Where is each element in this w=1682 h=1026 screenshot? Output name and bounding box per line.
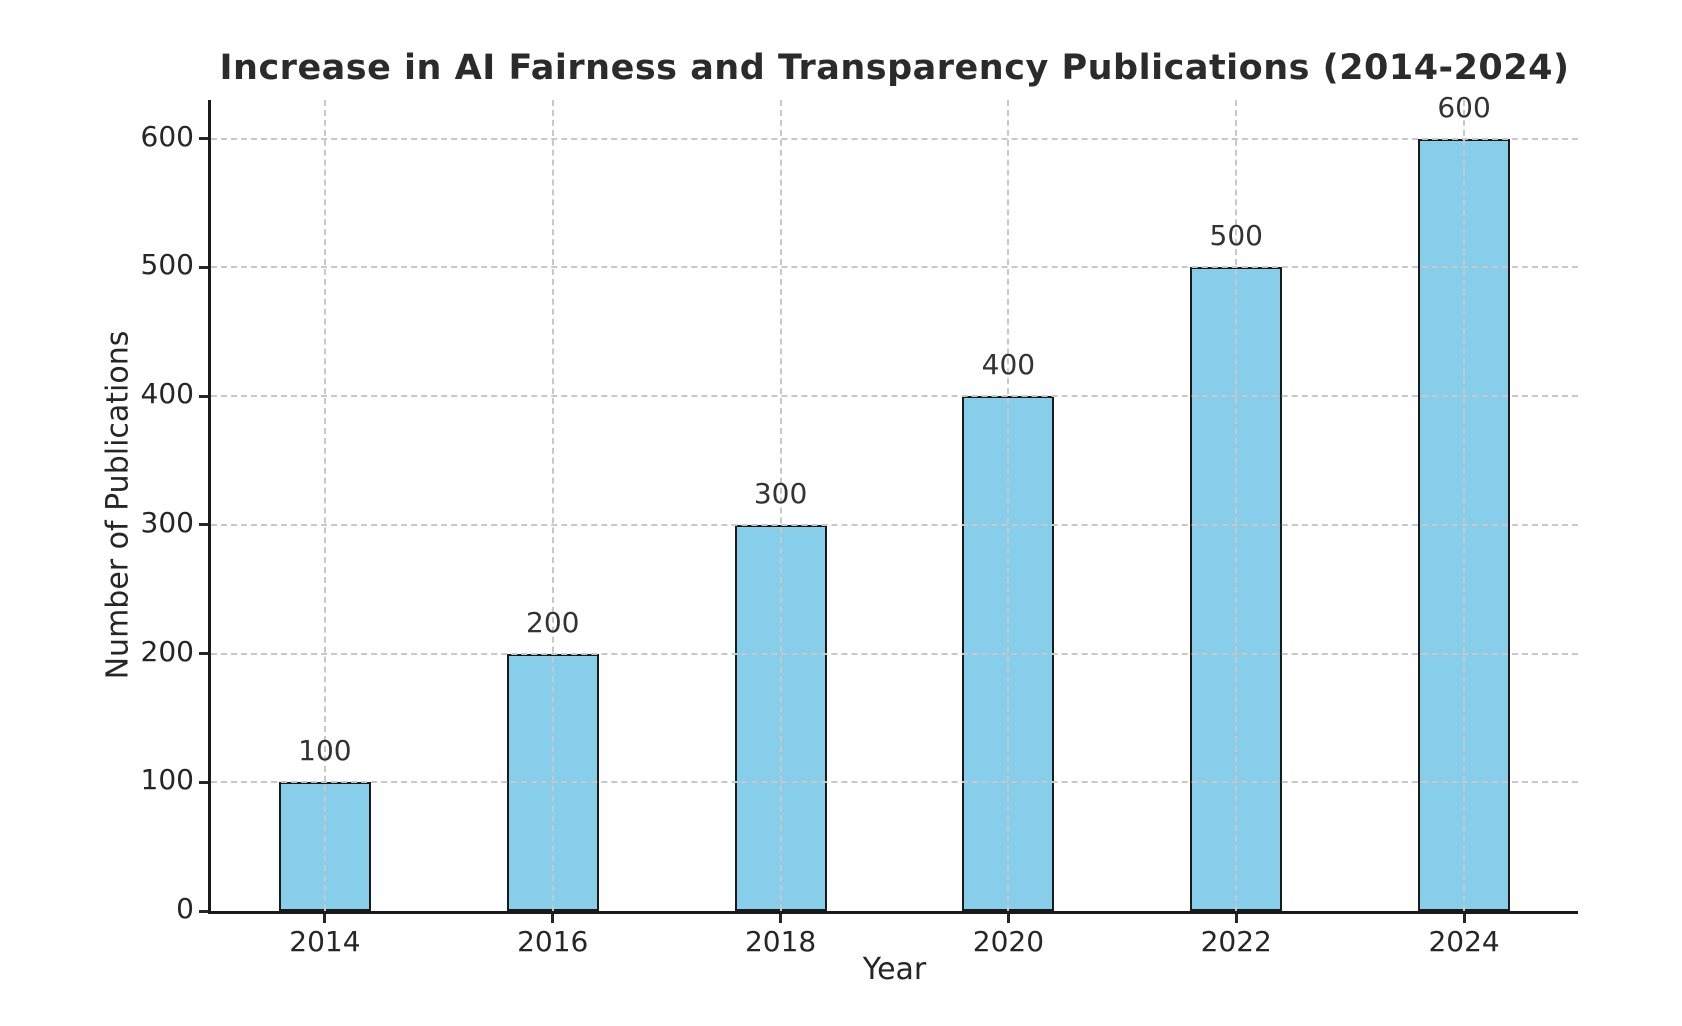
bar-value-label-2022: 500 bbox=[1209, 219, 1263, 253]
v-gridline-2014 bbox=[323, 100, 326, 911]
y-tick-label-200: 200 bbox=[140, 634, 194, 668]
v-gridline-2024 bbox=[1463, 100, 1466, 911]
x-tick-2022 bbox=[1234, 914, 1238, 923]
bar-value-label-2024: 600 bbox=[1437, 90, 1491, 124]
x-tick-label-2016: 2016 bbox=[517, 925, 589, 958]
x-axis-spine bbox=[208, 911, 1578, 914]
y-tick-300 bbox=[199, 523, 208, 527]
y-tick-label-100: 100 bbox=[140, 763, 194, 797]
y-axis-spine bbox=[208, 100, 211, 914]
y-tick-label-400: 400 bbox=[140, 377, 194, 411]
y-tick-400 bbox=[199, 394, 208, 398]
y-tick-500 bbox=[199, 265, 208, 269]
y-tick-200 bbox=[199, 652, 208, 656]
v-gridline-2022 bbox=[1235, 100, 1238, 911]
x-tick-2014 bbox=[323, 914, 327, 923]
v-gridline-2018 bbox=[779, 100, 782, 911]
x-axis-label: Year bbox=[862, 952, 927, 987]
x-tick-label-2018: 2018 bbox=[744, 925, 817, 958]
x-tick-label-2022: 2022 bbox=[1200, 925, 1272, 958]
h-gridline-400 bbox=[211, 395, 1578, 398]
bar-value-label-2016: 200 bbox=[526, 605, 580, 639]
x-tick-2016 bbox=[551, 914, 555, 923]
y-tick-0 bbox=[199, 909, 208, 913]
y-axis-label: Number of Publications bbox=[100, 330, 136, 680]
y-tick-label-500: 500 bbox=[140, 248, 194, 282]
x-tick-label-2014: 2014 bbox=[289, 925, 361, 958]
h-gridline-600 bbox=[211, 137, 1578, 140]
x-tick-2018 bbox=[779, 914, 783, 923]
v-gridline-2016 bbox=[551, 100, 554, 911]
y-tick-100 bbox=[199, 780, 208, 784]
x-tick-2020 bbox=[1006, 914, 1010, 923]
bar-value-label-2020: 400 bbox=[981, 348, 1036, 382]
x-tick-label-2024: 2024 bbox=[1428, 925, 1500, 958]
h-gridline-100 bbox=[211, 781, 1578, 784]
h-gridline-200 bbox=[211, 652, 1578, 655]
y-tick-600 bbox=[199, 137, 208, 141]
bar-value-label-2014: 100 bbox=[298, 734, 352, 768]
y-tick-label-600: 600 bbox=[140, 119, 194, 153]
x-tick-label-2020: 2020 bbox=[972, 925, 1045, 958]
h-gridline-300 bbox=[211, 523, 1578, 526]
bar-value-label-2018: 300 bbox=[753, 476, 808, 510]
y-tick-label-300: 300 bbox=[140, 505, 194, 539]
v-gridline-2020 bbox=[1007, 100, 1010, 911]
chart-title: Increase in AI Fairness and Transparency… bbox=[219, 48, 1570, 88]
x-tick-2024 bbox=[1462, 914, 1466, 923]
y-tick-label-0: 0 bbox=[176, 892, 194, 925]
h-gridline-500 bbox=[211, 266, 1578, 269]
